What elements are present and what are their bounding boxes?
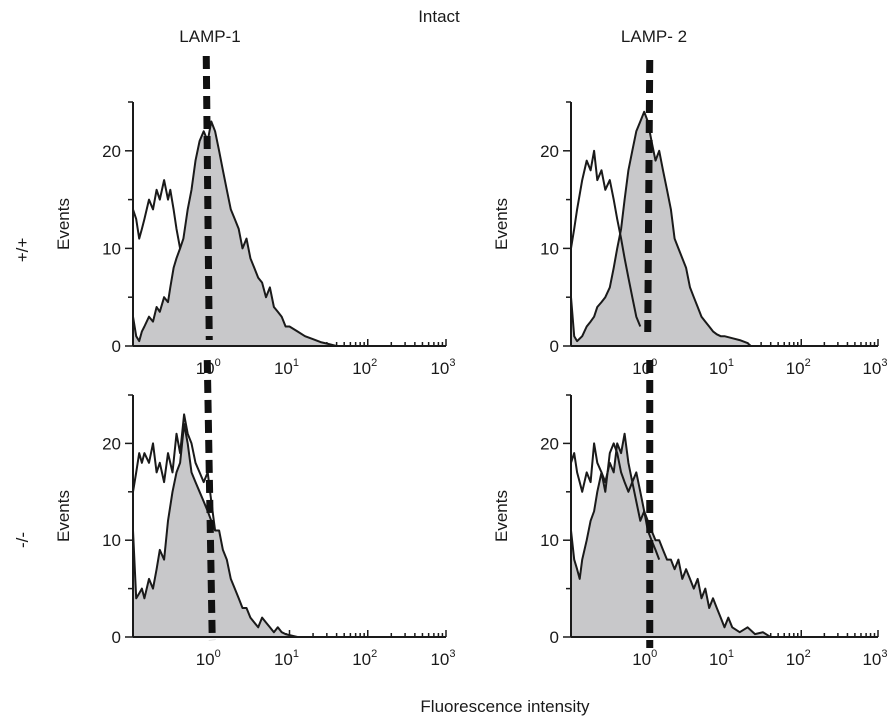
x-tick-label: 102 <box>352 648 377 669</box>
histogram-filled <box>133 120 338 346</box>
y-tick-label: 20 <box>102 434 121 453</box>
histogram-open <box>133 179 182 249</box>
y-tick-label: 20 <box>540 142 559 161</box>
x-tick-label: 101 <box>709 648 734 669</box>
y-axis-title: Events <box>492 490 511 542</box>
histogram-open <box>133 413 217 531</box>
column-label-lamp2: LAMP- 2 <box>621 27 687 46</box>
y-axis-title: Events <box>54 490 73 542</box>
y-tick-label: 10 <box>102 531 121 550</box>
x-tick-label: 102 <box>786 357 811 378</box>
x-axis-title: Fluorescence intensity <box>420 697 590 716</box>
histogram-open <box>571 149 642 327</box>
row-label-wildtype: +/+ <box>13 238 32 263</box>
column-label-lamp1: LAMP-1 <box>179 27 240 46</box>
y-tick-label: 0 <box>550 628 559 647</box>
histogram-filled <box>571 110 752 346</box>
y-tick-label: 20 <box>102 142 121 161</box>
x-tick-label: 100 <box>632 357 657 378</box>
x-tick-label: 103 <box>430 357 455 378</box>
dashed-marker-line <box>644 59 654 333</box>
histogram-open <box>571 442 661 560</box>
y-axis-title: Events <box>54 198 73 250</box>
y-tick-label: 20 <box>540 434 559 453</box>
x-tick-label: 101 <box>709 357 734 378</box>
dashed-marker-line <box>203 359 216 641</box>
x-tick-label: 103 <box>862 357 887 378</box>
row-label-knockout: -/- <box>13 532 32 548</box>
x-tick-label: 101 <box>274 357 299 378</box>
y-tick-label: 0 <box>112 628 121 647</box>
y-tick-label: 0 <box>550 337 559 356</box>
histogram-filled <box>571 432 772 637</box>
x-tick-label: 102 <box>786 648 811 669</box>
y-axis-title: Events <box>492 198 511 250</box>
y-tick-label: 10 <box>102 239 121 258</box>
x-tick-label: 103 <box>430 648 455 669</box>
dashed-marker-line <box>202 55 213 341</box>
x-tick-label: 101 <box>274 648 299 669</box>
panel-4: Events 0 10 20 100 101 102 103 <box>492 360 888 669</box>
y-tick-label: 10 <box>540 239 559 258</box>
x-tick-label: 100 <box>196 648 221 669</box>
y-tick-label: 0 <box>112 337 121 356</box>
histogram-filled <box>133 423 299 637</box>
panel-2: Events 0 10 20 100 101 102 103 <box>492 59 888 378</box>
x-tick-label: 100 <box>632 648 657 669</box>
x-tick-label: 102 <box>352 357 377 378</box>
panel-3: Events 0 10 20 100 101 102 103 <box>54 359 456 669</box>
x-tick-label: 103 <box>862 648 887 669</box>
y-tick-label: 10 <box>540 531 559 550</box>
figure-title: Intact <box>418 7 460 26</box>
